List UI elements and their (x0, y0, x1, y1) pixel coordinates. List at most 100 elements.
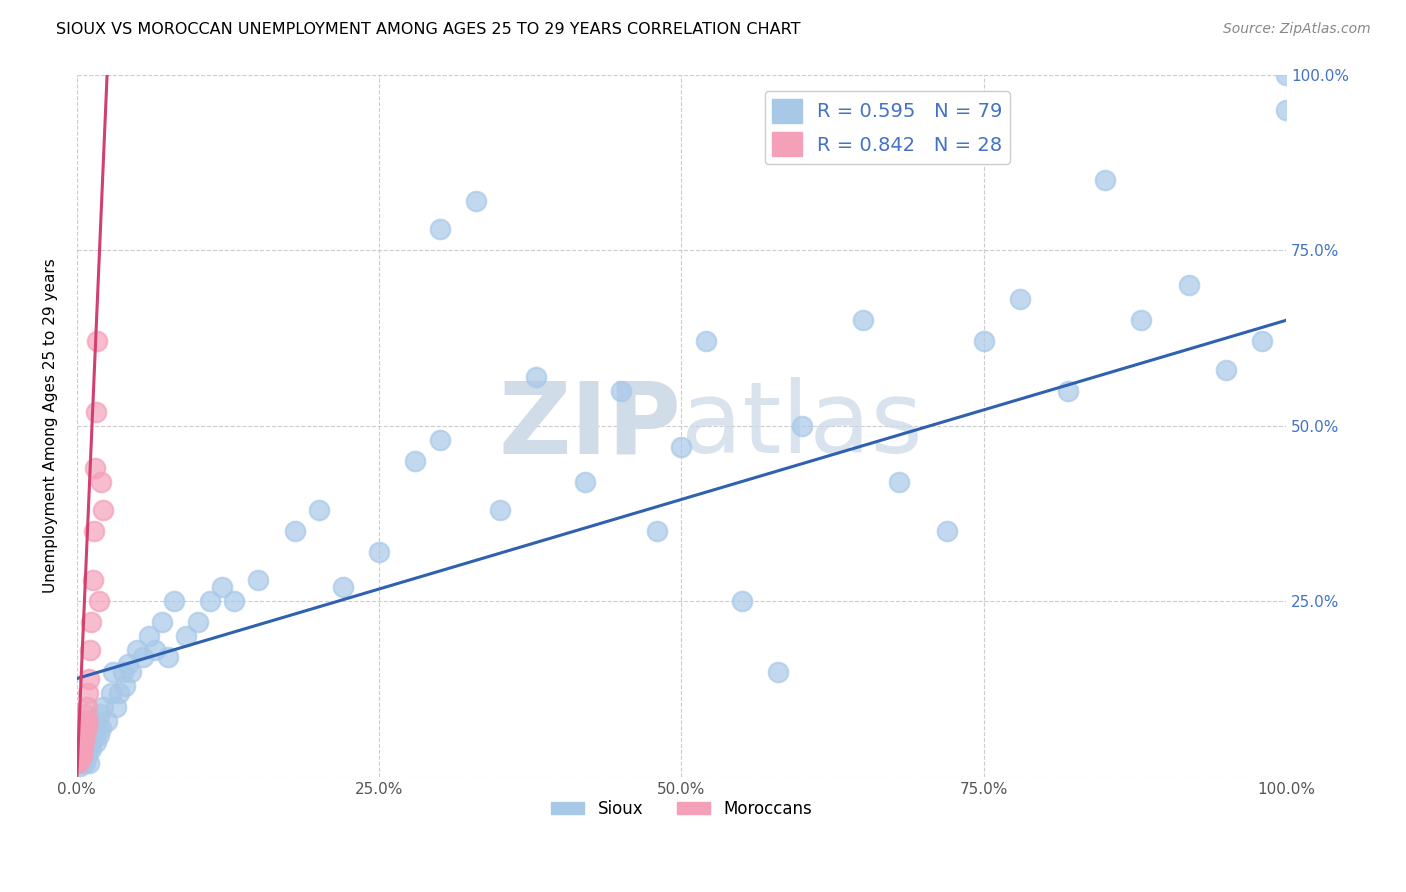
Text: ZIP: ZIP (499, 377, 682, 475)
Point (429, 433, 451, 447)
Point (67, 748, 90, 763)
Point (72, 752, 94, 766)
Point (89, 706, 111, 721)
Point (247, 573, 270, 587)
Point (79, 643, 101, 657)
Point (67, 748, 90, 763)
Point (70, 756, 93, 770)
Point (69, 735, 91, 749)
Point (156, 650, 179, 665)
Point (84, 714, 107, 728)
Point (84, 735, 107, 749)
Text: atlas: atlas (682, 377, 924, 475)
Point (82, 721, 104, 735)
Point (524, 369, 547, 384)
Point (1275, 68, 1298, 82)
Point (75, 706, 97, 721)
Point (84, 404, 107, 418)
Point (308, 503, 330, 517)
Point (87, 594, 110, 608)
Point (731, 594, 754, 608)
Point (76, 714, 98, 728)
Point (117, 657, 139, 672)
Point (100, 685, 122, 699)
Point (83, 728, 105, 742)
Point (90, 475, 112, 489)
Legend: Sioux, Moroccans: Sioux, Moroccans (544, 793, 818, 825)
Y-axis label: Unemployment Among Ages 25 to 29 years: Unemployment Among Ages 25 to 29 years (44, 259, 58, 593)
Point (464, 194, 486, 208)
Point (792, 418, 814, 433)
Point (150, 615, 173, 630)
Point (1008, 293, 1031, 307)
Point (87, 728, 110, 742)
Point (574, 475, 596, 489)
Point (79, 735, 101, 749)
Point (852, 313, 875, 327)
Point (211, 580, 233, 594)
Point (69, 752, 91, 766)
Point (73, 735, 96, 749)
Point (1215, 362, 1237, 376)
Point (82, 573, 104, 587)
Point (76, 699, 98, 714)
Point (77, 728, 100, 742)
Point (1250, 334, 1272, 349)
Point (108, 685, 131, 699)
Point (973, 334, 995, 349)
Point (887, 475, 910, 489)
Point (114, 679, 136, 693)
Point (1129, 313, 1152, 327)
Point (936, 524, 959, 538)
Point (90, 721, 112, 735)
Text: Source: ZipAtlas.com: Source: ZipAtlas.com (1223, 22, 1371, 37)
Point (83, 524, 105, 538)
Point (162, 594, 184, 608)
Point (489, 503, 512, 517)
Point (695, 334, 717, 349)
Point (671, 440, 693, 454)
Point (75, 735, 97, 749)
Point (610, 384, 633, 398)
Point (76, 748, 98, 763)
Point (70, 748, 93, 763)
Point (76, 741, 98, 756)
Point (69, 759, 91, 773)
Point (174, 629, 197, 643)
Point (76, 685, 98, 699)
Point (1094, 173, 1116, 187)
Point (222, 594, 245, 608)
Point (429, 222, 451, 236)
Point (70, 728, 93, 742)
Point (77, 672, 100, 686)
Point (1057, 384, 1080, 398)
Point (67, 756, 90, 770)
Point (332, 580, 354, 594)
Point (86, 721, 108, 735)
Point (72, 741, 94, 756)
Point (73, 748, 96, 763)
Point (404, 454, 426, 468)
Point (111, 665, 134, 679)
Point (76, 721, 98, 735)
Point (1275, 103, 1298, 117)
Point (198, 594, 221, 608)
Point (104, 699, 127, 714)
Point (145, 643, 167, 657)
Point (766, 665, 789, 679)
Point (84, 460, 107, 475)
Point (80, 615, 103, 630)
Point (93, 503, 115, 517)
Point (72, 721, 94, 735)
Point (86, 334, 108, 349)
Point (67, 741, 90, 756)
Point (72, 741, 94, 756)
Point (80, 741, 103, 756)
Text: SIOUX VS MOROCCAN UNEMPLOYMENT AMONG AGES 25 TO 29 YEARS CORRELATION CHART: SIOUX VS MOROCCAN UNEMPLOYMENT AMONG AGE… (56, 22, 801, 37)
Point (101, 665, 124, 679)
Point (73, 714, 96, 728)
Point (120, 665, 142, 679)
Point (77, 756, 100, 770)
Point (75, 756, 97, 770)
Point (67, 756, 90, 770)
